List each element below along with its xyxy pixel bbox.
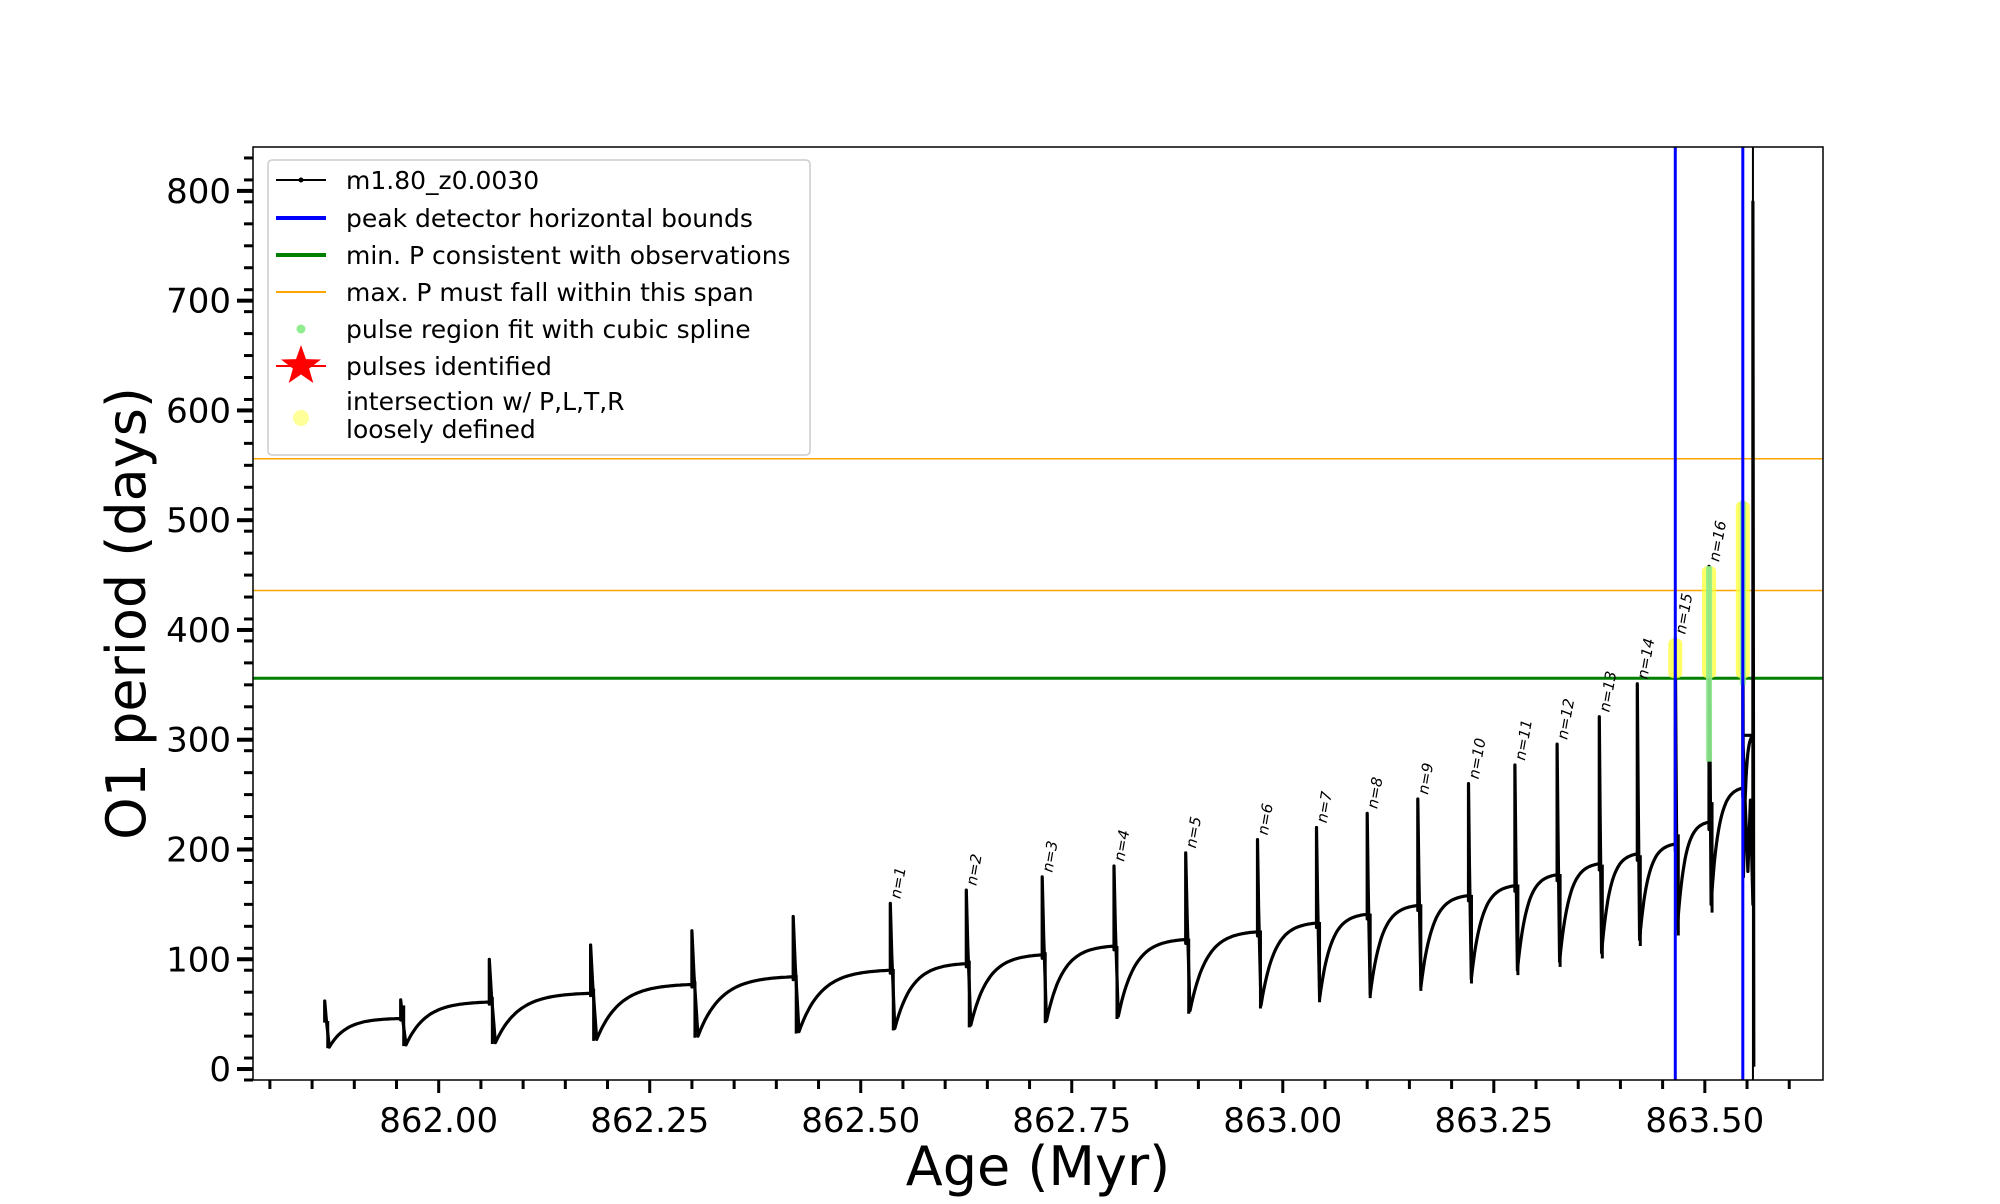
y-axis-label: O1 period (days) [95,387,158,840]
pulse-label-n=2: n=2 [962,853,985,887]
pulse-label-n=3: n=3 [1038,839,1061,873]
legend-label-5: pulses identified [346,352,552,381]
x-tick-label: 863.25 [1434,1101,1553,1141]
y-tick-label: 600 [166,391,231,431]
legend-marker-star [281,345,321,383]
legend-label-1: peak detector horizontal bounds [346,204,753,233]
y-tick-label: 500 [166,501,231,541]
pulse-label-n=4: n=4 [1110,828,1133,862]
spline-region-1 [1706,566,1713,762]
pulse-label-n=12: n=12 [1553,697,1578,741]
legend-label-4: pulse region fit with cubic spline [346,315,751,344]
pulse-label-n=7: n=7 [1313,790,1336,825]
y-tick-label: 300 [166,721,231,761]
x-tick-label: 863.00 [1223,1101,1342,1141]
legend-label-2: min. P consistent with observations [346,241,791,270]
pulse-label-n=8: n=8 [1363,776,1386,810]
pulse-label-n=11: n=11 [1511,718,1536,762]
x-tick-label: 863.50 [1645,1101,1764,1141]
pulse-label-n=5: n=5 [1182,815,1205,849]
y-tick-label: 100 [166,940,231,980]
y-tick-label: 0 [209,1050,231,1090]
legend-label-line: loosely defined [346,415,536,444]
x-tick-label: 862.75 [1012,1101,1131,1141]
y-tick-label: 700 [166,282,231,322]
legend-label-0: m1.80_z0.0030 [346,166,539,195]
legend-marker-yellow-circle [293,410,309,426]
legend-label-3: max. P must fall within this span [346,278,754,307]
pulse-label-n=14: n=14 [1634,637,1659,681]
pulse-label-n=16: n=16 [1705,519,1730,563]
pulse-label-n=1: n=1 [886,866,909,900]
pulse-label-n=13: n=13 [1596,670,1621,714]
x-tick-label: 862.00 [379,1101,498,1141]
pulse-label-n=10: n=10 [1465,737,1490,781]
pulse-label-n=9: n=9 [1414,761,1437,795]
plot-area [253,147,1823,1080]
x-tick-label: 862.50 [801,1101,920,1141]
series-line-m1.80_z0.0030 [323,200,1756,1067]
pulse-label-n=6: n=6 [1254,802,1277,836]
legend-marker-dot [298,177,304,183]
legend-marker-green-dot [296,324,306,334]
legend-box [267,159,811,456]
y-tick-label: 200 [166,830,231,870]
x-tick-label: 862.25 [590,1101,709,1141]
x-axis-label: Age (Myr) [906,1135,1171,1198]
plot-frame [252,146,1824,1081]
y-tick-label: 800 [166,172,231,212]
y-tick-label: 400 [166,611,231,651]
legend-label-6: intersection w/ P,L,T,R loosely defined [346,387,625,444]
legend-label-line: intersection w/ P,L,T,R [346,387,625,416]
